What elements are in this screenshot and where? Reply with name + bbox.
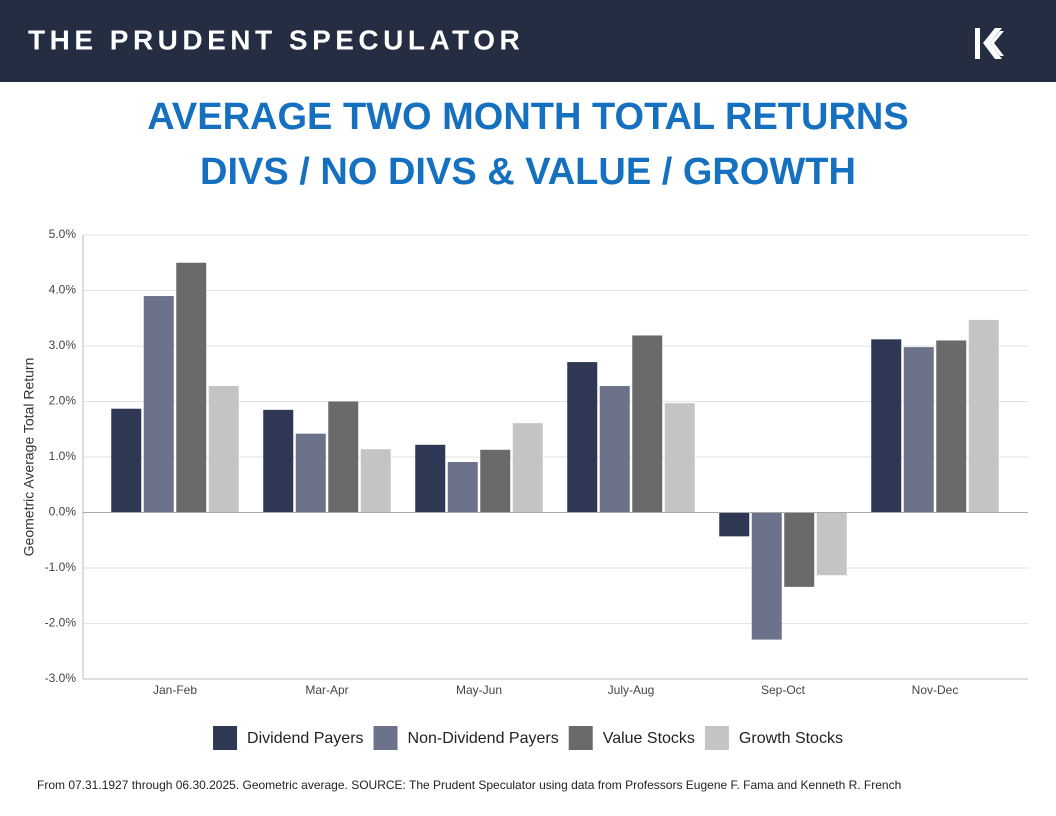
y-tick-label: -1.0% bbox=[45, 560, 77, 574]
x-tick-label: May-Jun bbox=[456, 683, 502, 697]
bar bbox=[816, 512, 847, 576]
legend-label: Non-Dividend Payers bbox=[408, 730, 559, 747]
legend-label: Dividend Payers bbox=[247, 730, 364, 747]
y-tick-label: 1.0% bbox=[49, 449, 77, 463]
y-tick-label: 3.0% bbox=[49, 338, 77, 352]
x-tick-label: Nov-Dec bbox=[912, 683, 959, 697]
bar bbox=[295, 433, 326, 513]
y-tick-label: 2.0% bbox=[49, 394, 77, 408]
bar bbox=[871, 339, 902, 513]
header-bar bbox=[0, 0, 1056, 82]
logo bbox=[975, 28, 1004, 59]
legend-label: Growth Stocks bbox=[739, 730, 843, 747]
bar bbox=[784, 512, 815, 587]
header-title: THE PRUDENT SPECULATOR bbox=[28, 24, 524, 55]
bar bbox=[719, 512, 750, 537]
bar bbox=[903, 347, 934, 513]
bar bbox=[936, 340, 967, 513]
bar bbox=[480, 449, 511, 513]
x-tick-label: July-Aug bbox=[608, 683, 655, 697]
legend-label: Value Stocks bbox=[603, 730, 695, 747]
bar bbox=[176, 262, 207, 513]
bar bbox=[512, 423, 543, 513]
bar bbox=[599, 385, 630, 513]
bar bbox=[360, 449, 391, 513]
bar bbox=[328, 401, 359, 513]
footnote: From 07.31.1927 through 06.30.2025. Geom… bbox=[37, 778, 901, 792]
bar bbox=[263, 409, 294, 513]
y-tick-label: -3.0% bbox=[45, 671, 77, 685]
legend-swatch bbox=[213, 726, 238, 750]
bar bbox=[567, 362, 598, 513]
y-axis-label: Geometric Average Total Return bbox=[21, 358, 37, 557]
bar bbox=[208, 385, 239, 513]
y-tick-label: 4.0% bbox=[49, 283, 77, 297]
chart-title: AVERAGE TWO MONTH TOTAL RETURNS bbox=[147, 96, 908, 138]
legend-swatch bbox=[373, 726, 398, 750]
chart-title: DIVS / NO DIVS & VALUE / GROWTH bbox=[200, 151, 856, 193]
y-tick-label: -2.0% bbox=[45, 616, 77, 630]
y-tick-label: 0.0% bbox=[49, 505, 77, 519]
x-tick-label: Jan-Feb bbox=[153, 683, 197, 697]
bar bbox=[664, 403, 695, 513]
bar bbox=[143, 296, 174, 513]
bar bbox=[632, 335, 663, 513]
x-tick-label: Sep-Oct bbox=[761, 683, 806, 697]
bar bbox=[751, 512, 782, 640]
legend-swatch bbox=[568, 726, 593, 750]
bar bbox=[415, 444, 446, 513]
legend-swatch bbox=[704, 726, 729, 750]
y-tick-label: 5.0% bbox=[49, 227, 77, 241]
bar bbox=[968, 319, 999, 513]
bar bbox=[447, 461, 478, 513]
bar bbox=[111, 408, 142, 513]
x-tick-label: Mar-Apr bbox=[305, 683, 348, 697]
